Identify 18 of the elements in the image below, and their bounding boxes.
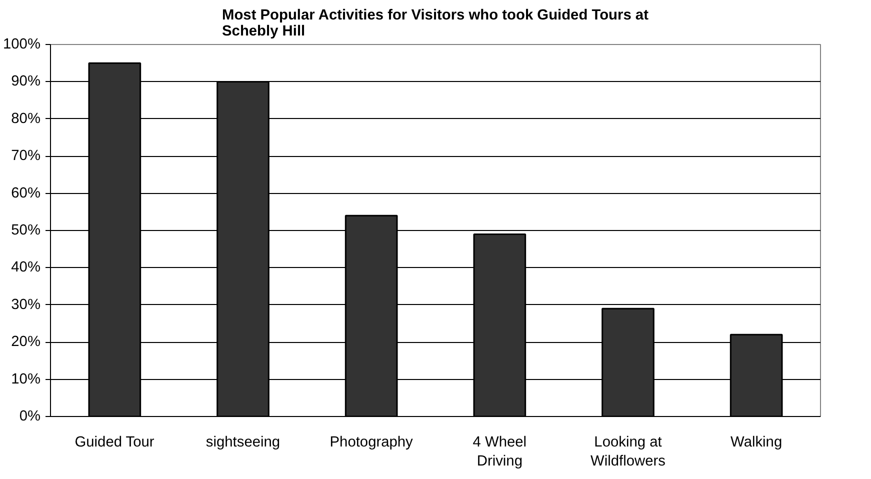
y-tick-label: 30%: [11, 296, 41, 313]
y-tick-label: 10%: [11, 371, 41, 388]
x-tick-label: Looking at Wildflowers: [590, 434, 666, 470]
x-tick-label: Photography: [330, 434, 414, 450]
y-tick-label: 40%: [11, 260, 41, 276]
x-tick-label: 4 Wheel Driving: [472, 434, 527, 470]
y-tick-label: 60%: [11, 185, 41, 202]
y-tick-label: 70%: [11, 148, 41, 164]
y-tick-label: 100%: [3, 36, 41, 52]
y-tick-label: 0%: [19, 408, 41, 424]
x-tick-label: sightseeing: [206, 434, 280, 450]
y-tick-label: 80%: [11, 110, 41, 127]
chart-title: Most Popular Activities for Visitors who took Guided Tours at Schebly Hill: [222, 8, 649, 40]
y-tick-label: 90%: [11, 74, 41, 90]
x-tick-label: Walking: [730, 434, 782, 450]
y-tick-label: 50%: [11, 222, 41, 238]
y-tick-label: 20%: [11, 334, 41, 350]
x-tick-label: Guided Tour: [74, 434, 154, 450]
